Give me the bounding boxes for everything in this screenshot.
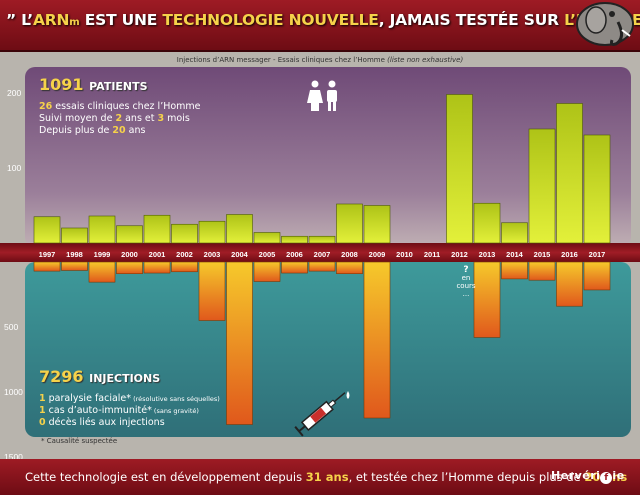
injections-bar-2008 (336, 261, 363, 274)
year-tick-label: 1999 (94, 250, 111, 259)
in-progress-label: ? en cours... (456, 265, 476, 299)
injections-bar-2003 (198, 261, 226, 321)
year-tick-label: 2009 (369, 250, 386, 259)
patients-count: 1091 PATIENTS (39, 75, 148, 94)
header-banner: ” L’ARNm EST UNE TECHNOLOGIE NOUVELLE, J… (0, 0, 640, 52)
patients-y-tick: 100 (7, 163, 21, 173)
year-tick-label: 2000 (121, 250, 138, 259)
injections-bar-2000 (116, 261, 143, 274)
patients-bar-2012 (446, 94, 473, 244)
year-tick-label: 2001 (149, 250, 166, 259)
bar-chart: 1997 1998 1999 2000 2001 2002 2003 2004 2005 2006… (0, 67, 640, 460)
injections-count: 7296 INJECTIONS (39, 367, 161, 386)
injections-bar-1999 (88, 261, 116, 283)
patients-bar-2005 (253, 232, 281, 244)
patients-bar-2004 (226, 214, 253, 244)
herverifie-logo: Hervéri f ie (551, 469, 625, 484)
year-tick-label: 1997 (39, 250, 56, 259)
year-tick-label: 2007 (314, 250, 331, 259)
year-tick-label: 2017 (589, 250, 606, 259)
year-tick-label: 2012 (451, 250, 468, 259)
injections-bar-2014 (501, 261, 528, 280)
chart-subtitle: Injections d’ARN messager - Essais clini… (176, 56, 464, 64)
year-tick-label: 2003 (204, 250, 221, 259)
year-tick-label: 2004 (231, 250, 249, 259)
year-tick-label: 2002 (176, 250, 193, 259)
injections-bar-1998 (61, 261, 88, 271)
year-tick-label: 2015 (534, 250, 551, 259)
injections-bar-2016 (556, 261, 583, 307)
patients-bar-2017 (583, 134, 611, 244)
injections-bar-2001 (143, 261, 171, 274)
injections-bar-2017 (583, 261, 611, 291)
footer-text: Cette technologie est en développement d… (25, 470, 628, 484)
year-tick-label: 1998 (66, 250, 83, 259)
patients-bar-2008 (336, 203, 363, 244)
year-tick-label: 2008 (341, 250, 358, 259)
year-tick-label: 2006 (286, 250, 303, 259)
patients-bar-2015 (528, 128, 556, 244)
year-tick-label: 2011 (424, 250, 440, 259)
patients-bar-2007 (308, 235, 336, 244)
injections-bar-2007 (308, 261, 336, 272)
patients-bar-1999 (88, 215, 116, 244)
patients-bar-2001 (143, 214, 171, 244)
patients-bar-2000 (116, 225, 143, 244)
year-tick-label: 2016 (561, 250, 578, 259)
footnote: * Causalité suspectée (41, 437, 118, 445)
patients-bar-2016 (556, 103, 583, 244)
patients-bar-2014 (501, 222, 528, 244)
syringe-icon (294, 392, 346, 437)
elephant-logo-icon (576, 2, 634, 46)
injections-bar-2004 (226, 261, 253, 425)
injections-y-tick: 1000 (4, 387, 23, 397)
year-band (0, 243, 640, 262)
injections-bar-2005 (253, 261, 281, 282)
patients-bar-2009 (363, 205, 391, 244)
injections-bar-2013 (473, 261, 501, 338)
injections-bar-1997 (33, 261, 61, 272)
patients-bar-2003 (198, 220, 226, 244)
injections-y-tick: 500 (4, 322, 18, 332)
patients-bar-1997 (33, 216, 61, 244)
injections-bar-2009 (363, 261, 391, 419)
patients-bar-2002 (171, 223, 198, 244)
patients-bar-1998 (61, 227, 88, 244)
patients-panel (25, 67, 631, 247)
patients-details: 26 essais cliniques chez l’Homme Suivi m… (39, 101, 201, 136)
injections-y-tick: 1500 (4, 452, 23, 460)
patients-y-tick: 200 (7, 88, 21, 98)
injections-bar-2006 (281, 261, 308, 274)
year-tick-label: 2010 (396, 250, 413, 259)
injections-details: 1 paralysie faciale* (résolutive sans sé… (39, 393, 220, 428)
injections-bar-2002 (171, 261, 198, 273)
year-tick-label: 2013 (479, 250, 496, 259)
patients-bar-2013 (473, 202, 501, 244)
year-tick-label: 2014 (506, 250, 524, 259)
year-tick-label: 2005 (259, 250, 276, 259)
drop-icon (346, 391, 350, 399)
patients-bar-2006 (281, 235, 308, 244)
footer-banner: Cette technologie est en développement d… (0, 459, 640, 495)
patients-icon (307, 80, 337, 111)
injections-bar-2015 (528, 261, 556, 281)
